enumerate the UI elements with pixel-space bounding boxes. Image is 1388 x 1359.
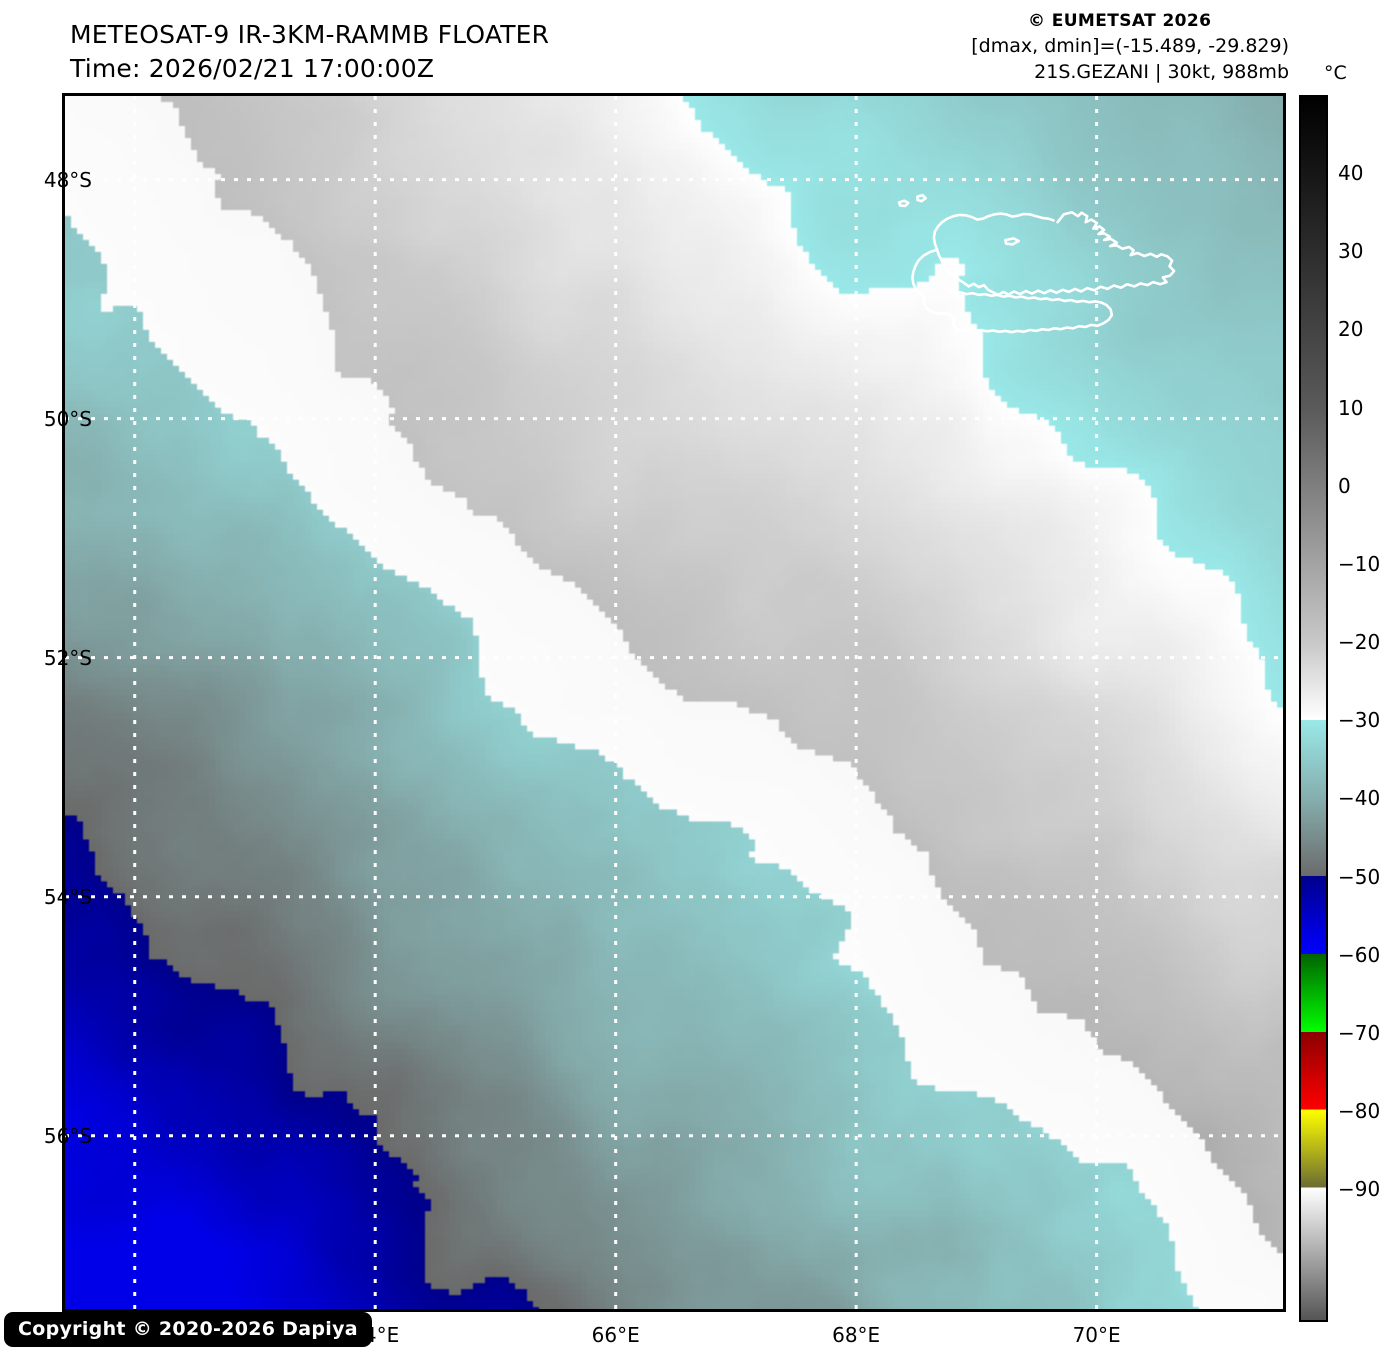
dminmax-label: [dmax, dmin]=(-15.489, -29.829) [971, 35, 1289, 57]
x-axis-tick-3: 68°E [832, 1323, 881, 1347]
y-axis-tick-3: 54°S [43, 884, 92, 909]
y-axis-tick-2: 52°S [43, 645, 92, 670]
title-block: METEOSAT-9 IR-3KM-RAMMB FLOATER Time: 20… [70, 18, 549, 86]
colorbar-tick-12: −80 [1338, 1098, 1381, 1123]
metadata-block: [dmax, dmin]=(-15.489, -29.829) 21S.GEZA… [971, 33, 1289, 85]
colorbar-tick-5: −10 [1338, 551, 1381, 576]
eumetsat-credit-badge: © EUMETSAT 2026 [1019, 7, 1221, 36]
colorbar-tick-7: −30 [1338, 708, 1381, 733]
colorbar-tick-0: 40 [1338, 161, 1364, 186]
colorbar-tick-8: −40 [1338, 786, 1381, 811]
copyright-banner: Copyright © 2020-2026 Dapiya [4, 1312, 372, 1347]
colorbar-tick-6: −20 [1338, 630, 1381, 655]
y-axis-tick-4: 56°S [43, 1123, 92, 1148]
colorbar-unit-label: °C [1324, 62, 1347, 84]
x-axis-tick-4: 70°E [1072, 1323, 1121, 1347]
colorbar-tick-3: 10 [1338, 395, 1364, 420]
colorbar[interactable] [1299, 95, 1328, 1322]
timestamp-label: Time: 2026/02/21 17:00:00Z [70, 54, 435, 83]
colorbar-tick-9: −50 [1338, 864, 1381, 889]
y-axis-tick-0: 48°S [43, 167, 92, 192]
satellite-ir-field [65, 96, 1283, 1309]
colorbar-tick-4: 0 [1338, 473, 1351, 498]
colorbar-tick-11: −70 [1338, 1020, 1381, 1045]
storm-info-label: 21S.GEZANI | 30kt, 988mb [1034, 61, 1289, 83]
colorbar-tick-1: 30 [1338, 239, 1364, 264]
y-axis-tick-1: 50°S [43, 406, 92, 431]
colorbar-tick-2: 20 [1338, 317, 1364, 342]
page-title: METEOSAT-9 IR-3KM-RAMMB FLOATER [70, 20, 550, 49]
colorbar-gradient [1301, 97, 1326, 1320]
colorbar-tick-13: −90 [1338, 1177, 1381, 1202]
colorbar-tick-10: −60 [1338, 942, 1381, 967]
satellite-image-plot[interactable] [62, 93, 1286, 1312]
x-axis-tick-2: 66°E [591, 1323, 640, 1347]
